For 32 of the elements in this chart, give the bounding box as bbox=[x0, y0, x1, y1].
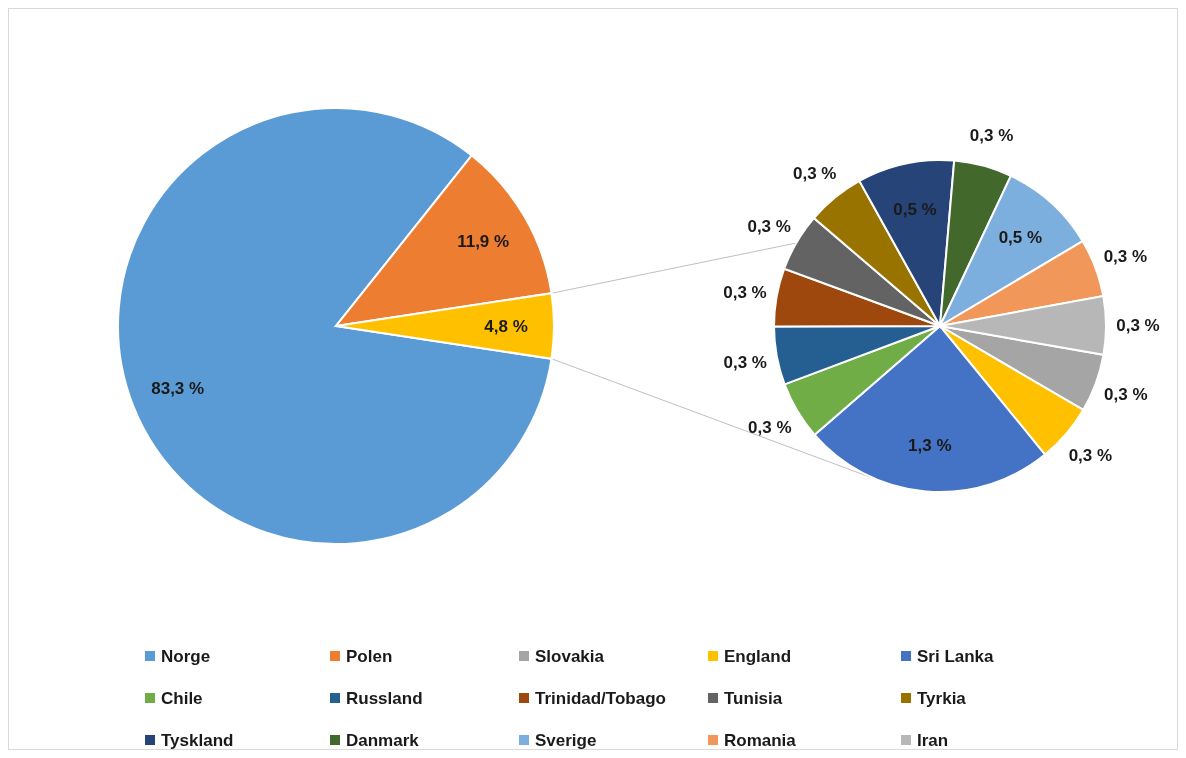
legend-label: Iran bbox=[917, 730, 949, 750]
data-label: 0,3 % bbox=[1103, 247, 1148, 267]
data-label: 83,3 % bbox=[151, 379, 205, 399]
legend-label: Sri Lanka bbox=[917, 646, 995, 666]
data-label: 0,3 % bbox=[1116, 316, 1160, 336]
data-label: 0,3 % bbox=[723, 352, 767, 372]
legend-label: Tyskland bbox=[161, 730, 234, 750]
legend-label: Russland bbox=[346, 688, 423, 708]
data-label: 0,5 % bbox=[893, 200, 937, 220]
data-label: 0,3 % bbox=[1068, 445, 1113, 465]
legend-label: Chile bbox=[161, 688, 203, 708]
data-label: 4,8 % bbox=[484, 316, 528, 336]
pie-slice bbox=[117, 107, 553, 545]
data-label: 0,3 % bbox=[747, 216, 791, 236]
legend-label: Polen bbox=[346, 646, 393, 666]
data-label: 0,3 % bbox=[723, 282, 767, 302]
legend-label: Slovakia bbox=[535, 646, 605, 666]
legend-label: Norge bbox=[161, 646, 211, 666]
data-label: 0,3 % bbox=[969, 125, 1014, 145]
data-label: 0,3 % bbox=[1104, 385, 1148, 405]
legend-label: Tyrkia bbox=[917, 688, 967, 708]
legend-label: Romania bbox=[724, 730, 797, 750]
data-label: 0,5 % bbox=[998, 228, 1043, 248]
data-label: 1,3 % bbox=[908, 436, 952, 456]
legend-label: England bbox=[724, 646, 792, 666]
data-label: 11,9 % bbox=[457, 231, 510, 251]
legend-label: Danmark bbox=[346, 730, 420, 750]
data-label: 0,3 % bbox=[748, 418, 792, 438]
data-label: 0,3 % bbox=[792, 163, 837, 183]
legend-label: Trinidad/Tobago bbox=[535, 688, 666, 708]
legend-label: Sverige bbox=[535, 730, 597, 750]
legend-label: Tunisia bbox=[724, 688, 783, 708]
